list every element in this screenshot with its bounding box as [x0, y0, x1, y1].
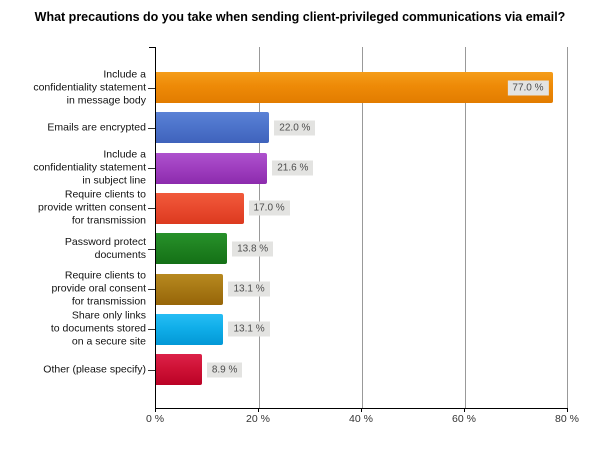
- category-label-line: confidentiality statement: [33, 81, 146, 93]
- category-label: Emails are encrypted: [0, 121, 146, 134]
- category-label: Include a confidentiality statement in mes…: [0, 68, 146, 107]
- category-tick: [148, 289, 155, 291]
- value-label: 13.1 %: [228, 281, 270, 297]
- bar-5: [156, 233, 228, 265]
- value-label: 8.9 %: [206, 362, 243, 378]
- chart-title: What precautions do you take when sendin…: [34, 10, 566, 24]
- x-axis-tick-label: 0 %: [145, 413, 165, 425]
- value-label: 21.6 %: [272, 160, 314, 176]
- x-axis-tick-60: [464, 408, 465, 412]
- category-label: Require clients to provide oral consent fo…: [0, 270, 146, 309]
- category-label-line: documents: [94, 248, 146, 261]
- bar-3: [156, 152, 268, 184]
- value-label: 77.0 %: [507, 80, 549, 95]
- category-label-line: Require clients to: [64, 188, 146, 201]
- category-label-line: Other (please specify): [43, 363, 146, 376]
- bar-8: [156, 354, 202, 386]
- category-label-line: to documents stored: [50, 322, 146, 335]
- x-axis-tick-label: 80 %: [555, 413, 579, 425]
- category-label-line: Emails are encrypted: [47, 121, 146, 134]
- plot-area: 77.0 % 22.0 % 21.6 % 17.0 % 13.8 % 13.1 % 13.1…: [155, 47, 568, 409]
- x-axis-tick-label: 20 %: [246, 413, 270, 425]
- value-label: 17.0 %: [248, 200, 290, 216]
- category-label-line: Require clients to: [64, 269, 146, 282]
- category-tick: [148, 329, 155, 331]
- category-label: Share only links to documents stored on a …: [0, 310, 146, 349]
- category-tick: [148, 369, 155, 371]
- category-label-line: Include a: [103, 68, 146, 80]
- category-label: Require clients to provide written consen…: [0, 189, 146, 228]
- category-label-line: on a secure site: [71, 335, 146, 348]
- category-label-line: provide written consent: [38, 201, 146, 214]
- gridline-80: [567, 47, 568, 408]
- category-label: Password protect documents: [0, 236, 146, 262]
- category-tick: [148, 87, 155, 89]
- category-label-line: Include a: [103, 148, 146, 161]
- category-label-line: confidentiality statement: [33, 161, 146, 174]
- bar-2: [156, 112, 270, 144]
- category-label: Other (please specify): [0, 363, 146, 376]
- y-axis-top-tick: [149, 47, 155, 48]
- bar-7: [156, 313, 224, 345]
- gridline-40: [362, 47, 363, 408]
- x-axis-tick-0: [155, 408, 156, 412]
- category-tick: [148, 127, 155, 129]
- category-tick: [148, 208, 155, 210]
- x-axis-tick-label: 40 %: [349, 413, 373, 425]
- bar-6: [156, 273, 224, 305]
- category-label: Include a confidentiality statement in sub…: [0, 149, 146, 188]
- gridline-20: [259, 47, 260, 408]
- value-label: 13.1 %: [228, 321, 270, 337]
- value-label: 22.0 %: [274, 120, 316, 136]
- bar-1: [156, 72, 553, 103]
- x-axis-tick-label: 60 %: [452, 413, 476, 425]
- category-label-line: Share only links: [71, 309, 146, 322]
- bar-4: [156, 192, 244, 224]
- category-label-line: in subject line: [82, 174, 146, 187]
- category-label-line: for transmission: [71, 214, 146, 227]
- category-tick: [148, 248, 155, 250]
- category-label-line: Password protect: [64, 235, 146, 248]
- category-tick: [148, 168, 155, 170]
- x-axis-tick-80: [567, 408, 568, 412]
- category-label-line: in message body: [66, 94, 146, 106]
- category-label-line: for transmission: [71, 295, 146, 308]
- x-axis-tick-20: [258, 408, 259, 412]
- gridline-60: [465, 47, 466, 408]
- x-axis-tick-40: [361, 408, 362, 412]
- value-label: 13.8 %: [232, 241, 274, 257]
- category-label-line: provide oral consent: [51, 282, 146, 295]
